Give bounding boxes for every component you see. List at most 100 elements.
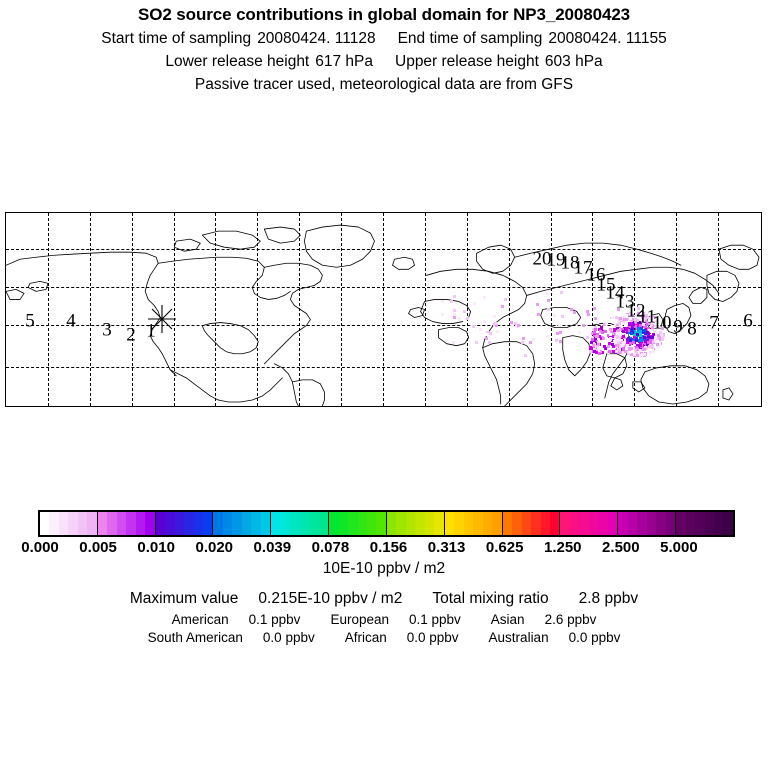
plume-cell	[613, 337, 616, 340]
trajectory-label: 2	[126, 324, 136, 346]
colorbar-unit-label: 10E-10 ppbv / m2	[322, 560, 446, 577]
plume-cell	[661, 337, 664, 340]
plume-cell	[653, 345, 656, 348]
plume-cell	[612, 334, 615, 337]
plume-cell	[611, 334, 614, 337]
plume-cell	[625, 334, 628, 337]
colorbar-step	[77, 512, 88, 535]
plume-cell	[638, 349, 641, 352]
plume-cell	[609, 333, 612, 336]
plume-cell	[642, 338, 645, 341]
plume-cell	[660, 338, 663, 341]
plume-cell	[595, 342, 598, 345]
plume-cell	[649, 348, 652, 351]
plume-cell	[600, 329, 603, 332]
plume-cell	[639, 333, 642, 336]
colorbar-step	[232, 512, 242, 535]
colorbar-step	[145, 512, 155, 535]
colorbar-step	[569, 512, 580, 535]
plume-cell	[649, 337, 652, 340]
lower-release-label: Lower release height	[165, 53, 310, 70]
plume-cell	[622, 320, 625, 323]
plume-cell	[599, 350, 602, 353]
plume-cell	[486, 333, 489, 336]
plume-cell	[649, 337, 652, 340]
plume-cell	[636, 334, 639, 337]
plume-cell	[648, 341, 651, 344]
plume-cell	[622, 343, 625, 346]
plume-cell	[450, 320, 453, 323]
plume-cell	[654, 337, 657, 340]
plume-cell	[647, 345, 650, 348]
plume-cell	[597, 349, 600, 352]
plume-cell	[635, 352, 638, 355]
plume-cell	[623, 344, 626, 347]
plume-cell	[611, 338, 614, 341]
plume-cell	[637, 329, 640, 332]
plume-cell	[621, 343, 624, 346]
region-label-european: European	[330, 612, 389, 627]
plume-cell	[658, 342, 661, 345]
plume-cell	[458, 318, 461, 321]
plume-cell	[647, 341, 650, 344]
colorbar-step	[531, 512, 541, 535]
gridline-vertical	[424, 213, 426, 406]
plume-cell	[595, 335, 598, 338]
plume-cell	[621, 344, 624, 347]
plume-cell	[489, 332, 492, 335]
plume-cell	[648, 346, 651, 349]
plume-cell	[643, 341, 646, 344]
plume-cell	[613, 328, 616, 331]
plume-cell	[644, 331, 647, 334]
plume-cell	[654, 339, 657, 342]
colorbar[interactable]	[38, 510, 735, 537]
region-value-asian: 2.6 ppbv	[544, 612, 597, 627]
gridline-vertical	[634, 213, 636, 406]
trajectory-label: 1	[146, 320, 156, 342]
plume-cell	[629, 337, 632, 340]
plume-cell	[615, 333, 618, 336]
colorbar-step	[58, 512, 69, 535]
plume-cell	[625, 328, 628, 331]
plume-cell	[621, 326, 624, 329]
plume-cell	[645, 336, 648, 339]
plume-cell	[626, 338, 629, 341]
colorbar-tick: 2.500	[602, 539, 640, 556]
plume-cell	[649, 346, 652, 349]
plume-cell	[594, 337, 597, 340]
plume-cell	[636, 354, 639, 357]
plume-cell	[621, 341, 624, 344]
plume-cell	[614, 351, 617, 354]
plume-cell	[617, 348, 620, 351]
plume-cell	[619, 338, 622, 341]
plume-cell	[529, 341, 532, 344]
plume-cell	[617, 341, 620, 344]
plume-cell	[648, 329, 651, 332]
plume-cell	[648, 347, 651, 350]
plume-cell	[616, 344, 619, 347]
plume-cell	[646, 338, 649, 341]
plume-cell	[651, 341, 654, 344]
plume-cell	[649, 349, 652, 352]
trajectory-label: 10	[652, 312, 672, 334]
colorbar-step	[318, 512, 329, 535]
colorbar-step	[463, 512, 474, 535]
plume-cell	[639, 334, 642, 337]
trajectory-label: 17	[573, 257, 593, 279]
colorbar-step	[241, 512, 252, 535]
colorbar-step	[222, 512, 233, 535]
plume-cell	[656, 346, 659, 349]
plume-cell	[596, 335, 599, 338]
plume-cell	[593, 335, 596, 338]
colorbar-step	[560, 512, 570, 535]
colorbar-step	[309, 512, 319, 535]
plume-cell	[607, 334, 610, 337]
plume-cell	[630, 331, 633, 334]
plume-cell	[570, 308, 573, 311]
plume-cell	[652, 345, 655, 348]
map-panel[interactable]: 1 2 3 4 5 6 7 8 9 10 11 12 13 14 15 16 17 18 19 20	[5, 212, 762, 407]
plume-cell	[656, 343, 659, 346]
colorbar-step	[396, 512, 406, 535]
colorbar-step	[637, 512, 647, 535]
plume-cell	[641, 347, 644, 350]
